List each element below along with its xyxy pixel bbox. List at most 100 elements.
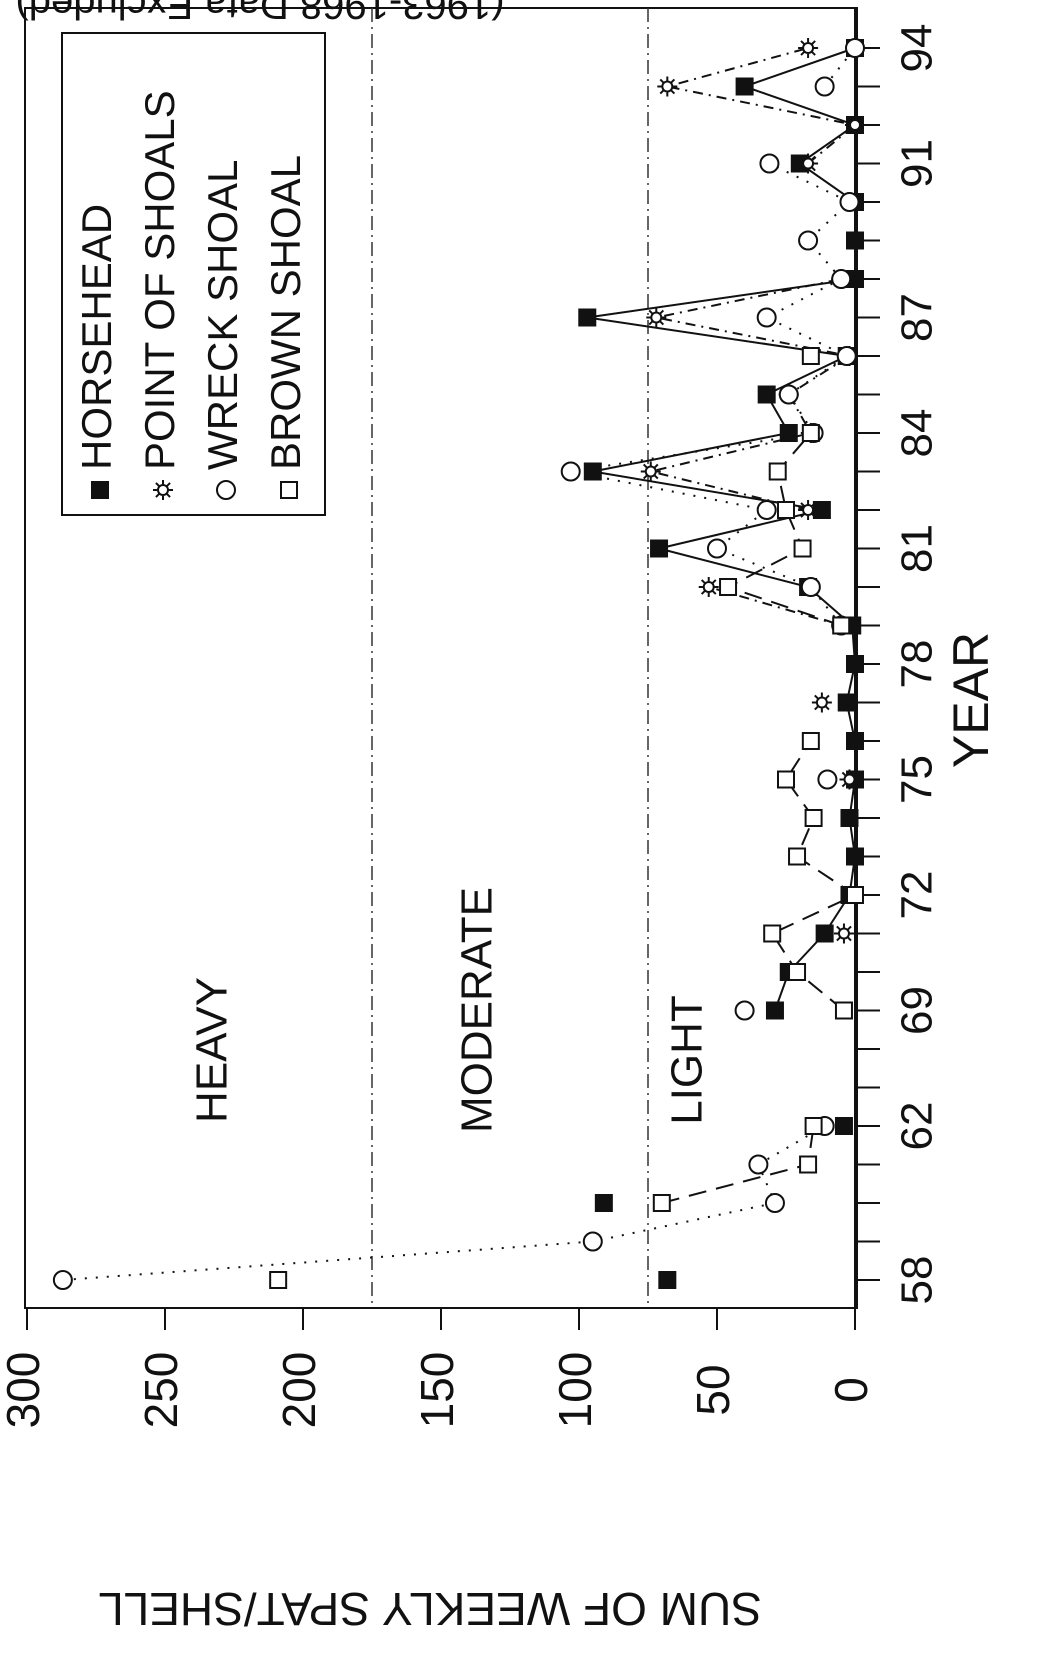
marker	[756, 500, 777, 520]
marker	[91, 481, 109, 499]
marker	[815, 924, 834, 943]
marker	[798, 230, 819, 251]
marker	[756, 307, 777, 328]
marker	[845, 115, 865, 135]
marker	[757, 385, 776, 404]
marker	[846, 270, 864, 288]
marker	[846, 655, 864, 673]
marker	[801, 347, 820, 365]
series-line	[62, 1125, 826, 1281]
marker	[801, 424, 820, 442]
x-axis-label: YEAR	[943, 632, 999, 768]
marker	[650, 539, 669, 558]
legend-label: WRECK SHOAL	[199, 160, 246, 470]
marker	[798, 500, 819, 520]
x-tick-label: 69	[893, 986, 942, 1035]
marker	[832, 616, 851, 635]
marker	[811, 692, 832, 713]
x-tick-label: 91	[893, 139, 942, 188]
y-tick-label: 0	[825, 1377, 877, 1403]
marker	[640, 461, 661, 482]
marker	[269, 1271, 288, 1289]
x-tick-label: 62	[893, 1102, 942, 1151]
marker	[793, 539, 812, 558]
marker	[839, 769, 860, 790]
y-tick-label: 250	[135, 1352, 187, 1429]
marker	[216, 480, 236, 500]
series-line	[650, 278, 853, 511]
marker	[837, 693, 856, 712]
marker	[280, 481, 298, 499]
marker	[778, 384, 799, 405]
marker	[646, 307, 667, 328]
legend-box	[61, 32, 326, 516]
marker	[812, 501, 831, 519]
series-line	[667, 47, 858, 165]
marker	[798, 153, 819, 174]
marker	[798, 38, 819, 58]
marker	[748, 1154, 769, 1175]
marker	[804, 809, 823, 827]
marker	[839, 192, 860, 212]
marker	[846, 847, 864, 866]
marker	[583, 462, 602, 481]
y-tick-label: 300	[0, 1352, 49, 1429]
marker	[768, 462, 787, 481]
marker	[799, 1155, 818, 1174]
y-axis-label: SUM OF WEEKLY SPAT/SHELL	[98, 1583, 762, 1635]
legend-label: HORSEHEAD	[73, 204, 120, 470]
x-tick-label: 78	[893, 640, 942, 689]
legend-label: BROWN SHOAL	[262, 155, 309, 470]
marker	[831, 269, 852, 289]
marker	[779, 424, 798, 442]
legend-label: POINT OF SHOALS	[136, 90, 183, 470]
marker	[153, 480, 173, 500]
series-line	[587, 47, 858, 1011]
marker	[657, 76, 678, 97]
marker	[788, 847, 807, 866]
marker	[834, 1117, 853, 1135]
marker	[804, 1117, 823, 1135]
x-tick-label: 94	[893, 24, 942, 73]
y-tick-label: 150	[411, 1352, 463, 1429]
marker	[652, 1194, 671, 1212]
x-tick-label: 58	[893, 1256, 942, 1305]
marker	[734, 1000, 755, 1021]
marker	[836, 346, 857, 366]
marker	[834, 1001, 853, 1020]
marker	[582, 1231, 603, 1252]
marker	[801, 732, 820, 750]
zone-label: LIGHT	[663, 995, 712, 1125]
y-tick-label: 50	[687, 1364, 739, 1415]
marker	[845, 38, 865, 58]
zone-label: HEAVY	[188, 977, 237, 1123]
marker	[735, 77, 754, 96]
x-tick-label: 87	[893, 293, 942, 342]
x-tick-label: 84	[893, 409, 942, 458]
series-line	[661, 1125, 815, 1204]
marker	[594, 1194, 613, 1212]
zone-label: MODERATE	[453, 887, 502, 1133]
marker	[817, 769, 838, 790]
marker	[800, 577, 821, 597]
marker	[846, 886, 864, 904]
y-tick-label: 200	[273, 1352, 325, 1429]
marker	[52, 1270, 73, 1290]
x-tick-label: 72	[893, 871, 942, 920]
x-tick-label: 75	[893, 755, 942, 804]
marker	[846, 231, 864, 250]
marker	[719, 578, 738, 596]
marker	[833, 923, 854, 944]
y-tick-label: 100	[549, 1352, 601, 1429]
x-tick-label: 81	[893, 524, 942, 573]
marker	[777, 770, 795, 789]
marker	[814, 76, 835, 97]
marker	[707, 538, 727, 559]
chart-subtitle: (1963-1968 Data Excluded)	[15, 0, 504, 26]
marker	[765, 1001, 784, 1020]
marker	[560, 461, 581, 482]
marker	[578, 308, 597, 327]
marker	[777, 501, 795, 519]
marker	[698, 577, 719, 597]
marker	[763, 924, 782, 943]
